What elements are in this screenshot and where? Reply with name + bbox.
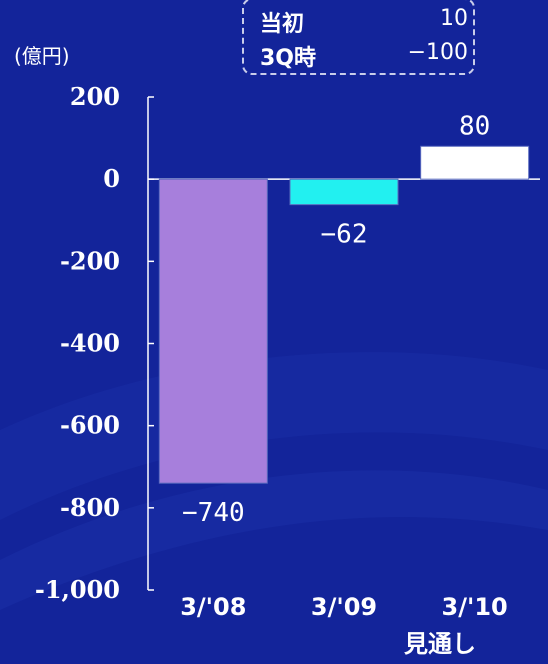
x-tick-label: 3/'09 (311, 593, 377, 621)
value-label-group: −740 −62 80 (182, 111, 490, 528)
note-row-initial: 当初 10 (254, 6, 468, 37)
bar-0 (158, 178, 268, 484)
bar-value-label: 80 (459, 111, 490, 141)
y-tick-label: 200 (70, 82, 120, 111)
y-tick-group: 200 0 -200 -400 -600 -800 -1,000 (35, 82, 154, 604)
y-tick-label: -800 (60, 493, 120, 522)
x-tick-label: 3/'08 (180, 593, 246, 621)
y-tick-label: -400 (60, 329, 120, 358)
y-tick-label: -600 (60, 411, 120, 440)
bar-value-label: −62 (321, 220, 368, 250)
bar-1 (289, 178, 399, 206)
y-tick-label: 0 (103, 164, 120, 193)
x-tick-label: 3/'10 (442, 593, 508, 621)
note-value: 10 (440, 6, 468, 31)
bar-2 (420, 145, 530, 180)
x-tick-label-group: 3/'08 3/'09 3/'10 (180, 593, 508, 621)
x-sublabel-forecast: 見通し (404, 630, 476, 658)
note-label: 当初 (260, 12, 305, 37)
bar-group (158, 145, 530, 484)
bar-value-label: −740 (182, 498, 245, 528)
forecast-note-box: 当初 10 3Q時 −100 (242, 0, 475, 75)
note-row-3q: 3Q時 −100 (254, 40, 468, 71)
y-tick-label: -1,000 (35, 575, 120, 604)
note-label: 3Q時 (260, 46, 317, 71)
note-value: −100 (407, 40, 468, 65)
y-tick-label: -200 (60, 246, 120, 275)
unit-label: (億円) (14, 44, 70, 68)
